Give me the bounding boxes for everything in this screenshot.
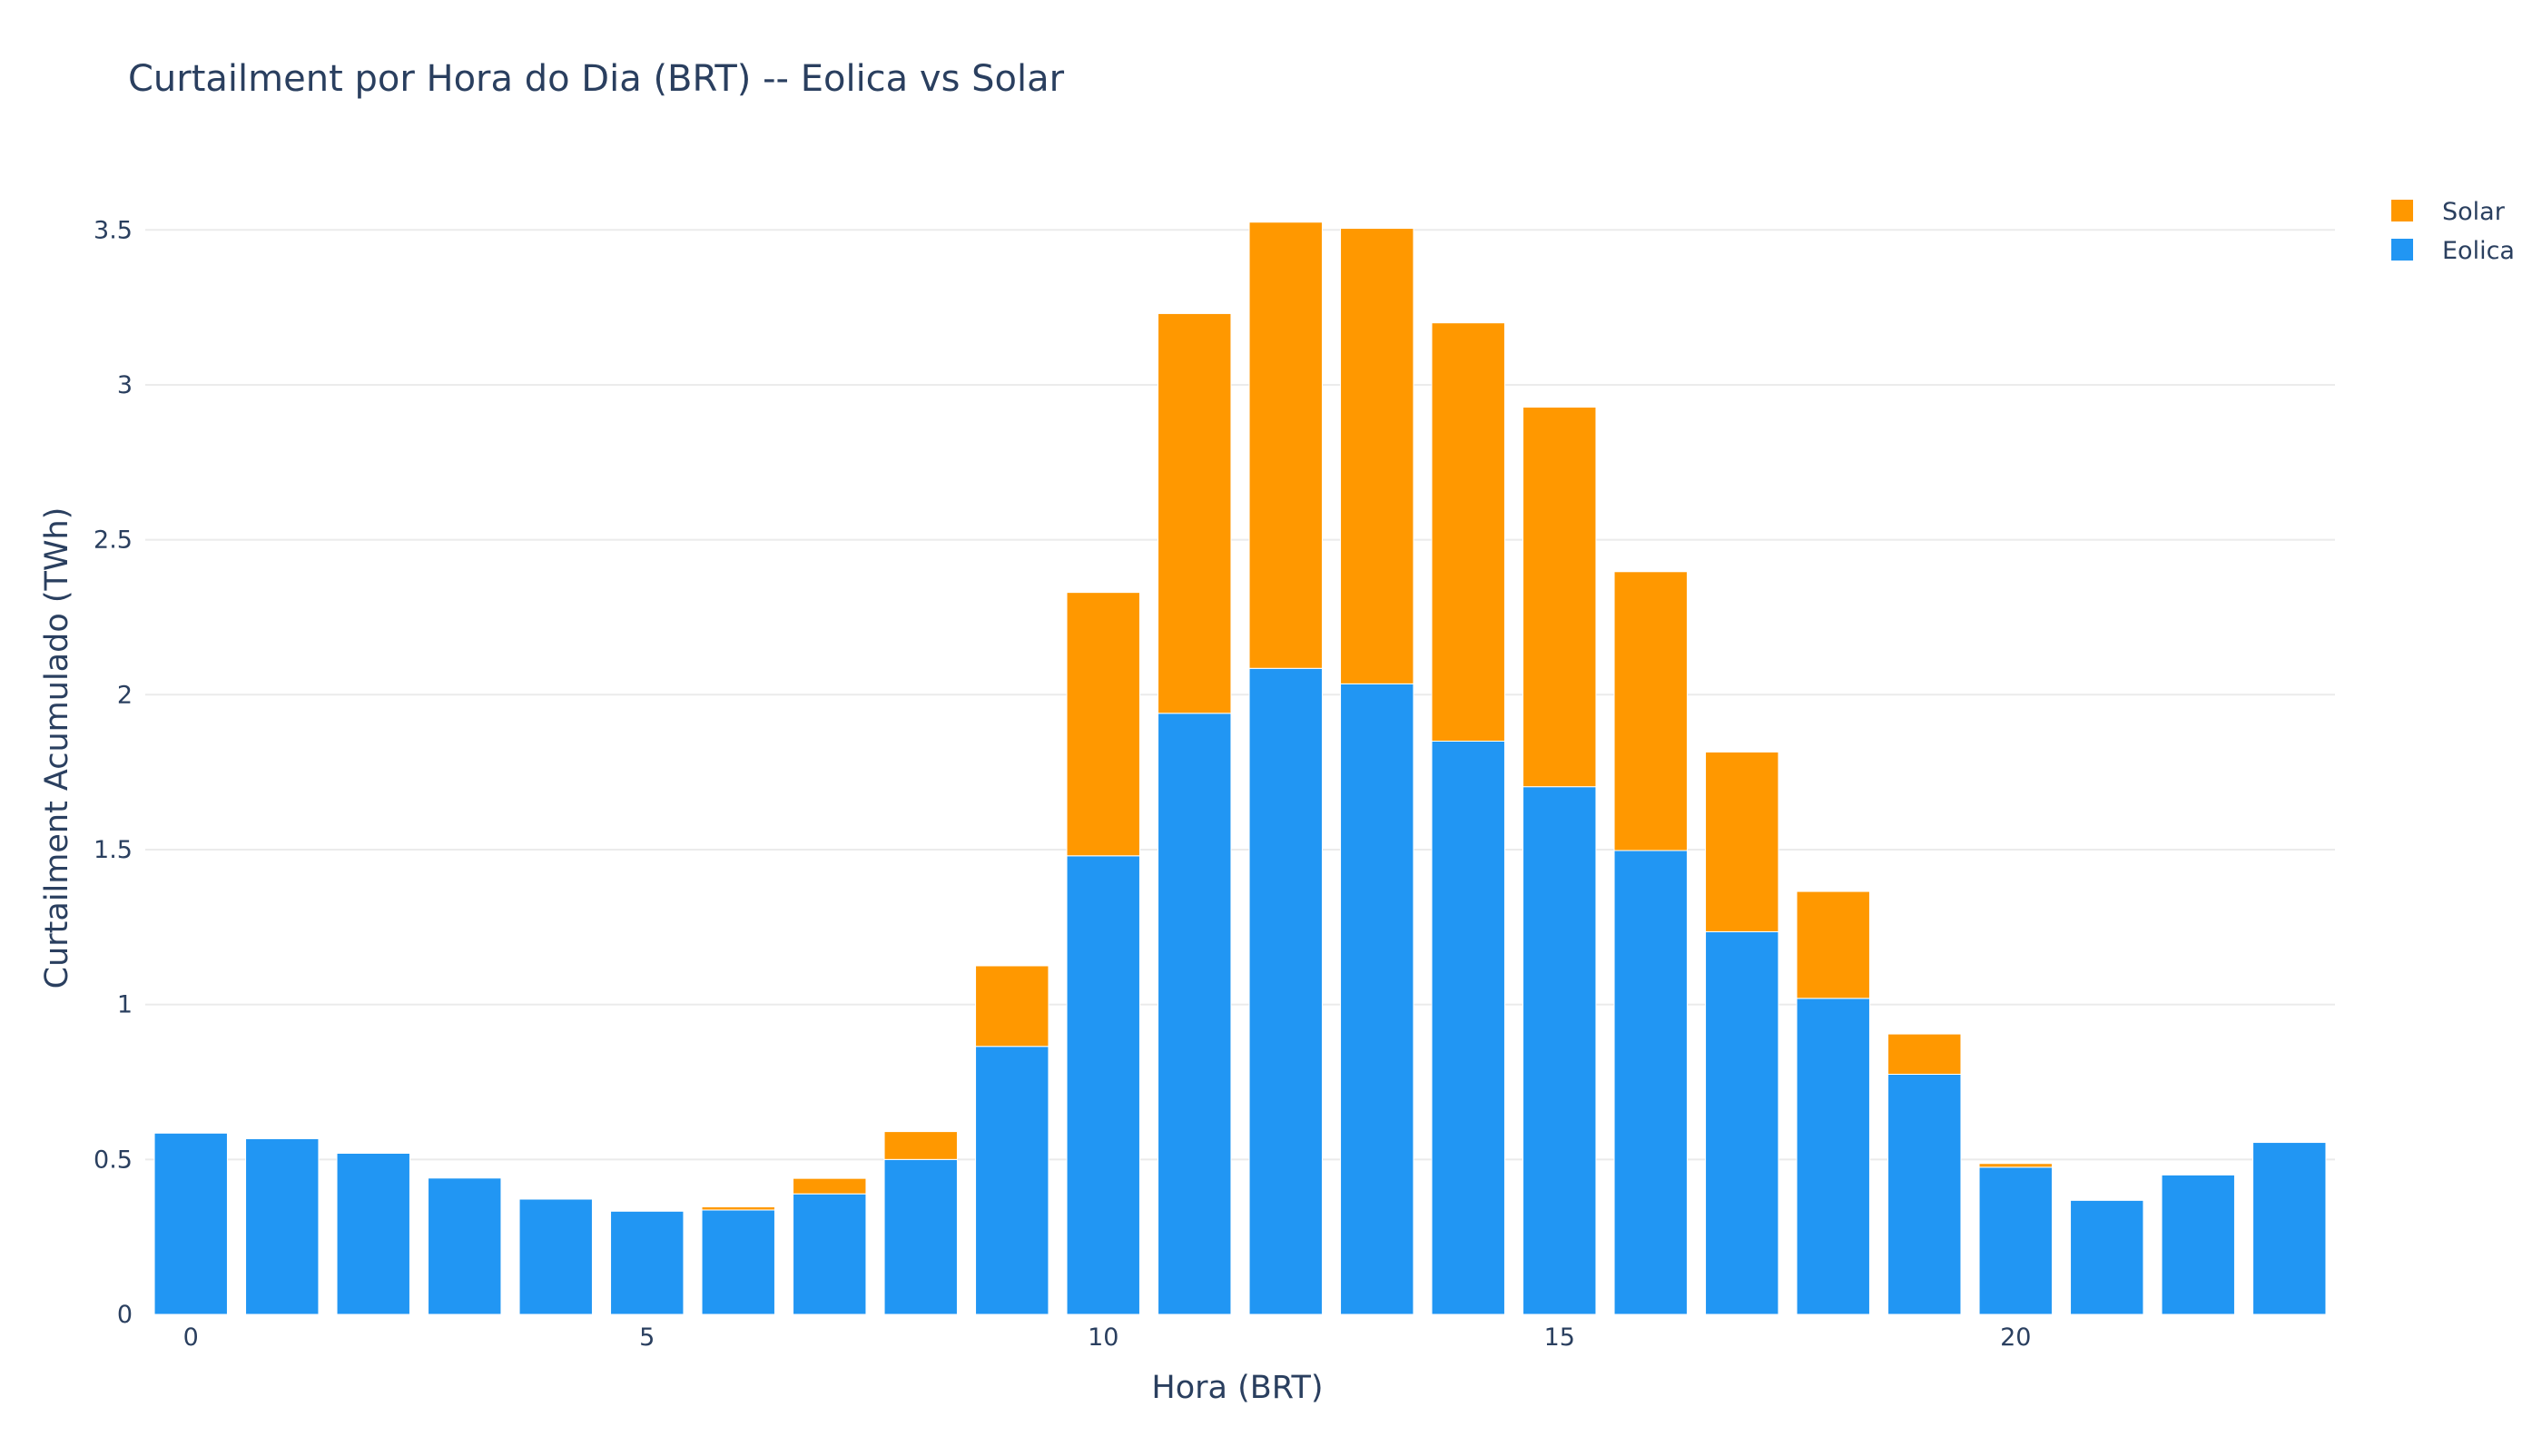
bar-eolica-hour-12[interactable] — [1248, 667, 1323, 1315]
bar-solar-hour-7[interactable] — [793, 1177, 867, 1195]
legend[interactable]: Solar Eolica — [2391, 198, 2515, 265]
x-tick-label: 10 — [1088, 1323, 1118, 1352]
bar-solar-hour-19[interactable] — [1887, 1033, 1962, 1075]
bar-solar-hour-20[interactable] — [1978, 1163, 2053, 1168]
bar-solar-hour-10[interactable] — [1066, 592, 1140, 857]
bar-solar-hour-15[interactable] — [1522, 407, 1597, 788]
y-axis-ticks: 0 0.5 1 1.5 2 2.5 3 3.5 — [94, 216, 133, 1329]
series-solar — [701, 221, 2053, 1211]
x-tick-label: 15 — [1544, 1323, 1575, 1352]
bar-solar-hour-17[interactable] — [1705, 751, 1779, 932]
bar-eolica-hour-3[interactable] — [428, 1177, 502, 1315]
legend-label: Eolica — [2442, 237, 2515, 265]
bar-eolica-hour-7[interactable] — [793, 1193, 867, 1315]
y-tick-label: 3 — [117, 371, 133, 399]
bar-eolica-hour-6[interactable] — [701, 1209, 775, 1315]
y-tick-label: 0 — [117, 1301, 133, 1329]
bars — [153, 221, 2327, 1315]
bar-eolica-hour-23[interactable] — [2252, 1142, 2327, 1315]
bar-solar-hour-6[interactable] — [701, 1206, 775, 1211]
bar-eolica-hour-20[interactable] — [1978, 1166, 2053, 1315]
chart-title: Curtailment por Hora do Dia (BRT) -- Eol… — [128, 58, 1065, 100]
series-eolica — [153, 667, 2327, 1315]
x-tick-label: 5 — [639, 1323, 655, 1352]
bar-solar-hour-14[interactable] — [1431, 322, 1505, 742]
y-tick-label: 1 — [117, 991, 133, 1019]
x-tick-label: 20 — [2000, 1323, 2031, 1352]
y-tick-label: 3.5 — [94, 216, 133, 244]
bar-eolica-hour-22[interactable] — [2161, 1174, 2235, 1315]
bar-solar-hour-16[interactable] — [1613, 571, 1688, 851]
bar-eolica-hour-10[interactable] — [1066, 855, 1140, 1315]
bar-eolica-hour-4[interactable] — [518, 1198, 593, 1315]
bar-solar-hour-18[interactable] — [1796, 890, 1870, 999]
bar-solar-hour-9[interactable] — [975, 965, 1049, 1048]
bar-eolica-hour-13[interactable] — [1340, 683, 1414, 1315]
legend-item-eolica[interactable]: Eolica — [2391, 237, 2515, 265]
bar-eolica-hour-18[interactable] — [1796, 998, 1870, 1315]
bar-eolica-hour-19[interactable] — [1887, 1073, 1962, 1315]
bar-solar-hour-8[interactable] — [883, 1131, 958, 1160]
y-tick-label: 2.5 — [94, 526, 133, 555]
axes: 0 0.5 1 1.5 2 2.5 3 3.5 0 5 10 15 20 — [94, 216, 2031, 1352]
bar-eolica-hour-2[interactable] — [336, 1152, 410, 1315]
legend-item-solar[interactable]: Solar — [2391, 198, 2506, 226]
y-tick-label: 2 — [117, 681, 133, 709]
legend-swatch — [2391, 239, 2413, 261]
bar-eolica-hour-1[interactable] — [245, 1137, 320, 1315]
bar-solar-hour-11[interactable] — [1158, 312, 1232, 714]
bar-eolica-hour-5[interactable] — [610, 1210, 685, 1315]
legend-label: Solar — [2442, 198, 2506, 226]
bar-solar-hour-13[interactable] — [1340, 228, 1414, 684]
bar-solar-hour-12[interactable] — [1248, 221, 1323, 669]
legend-swatch — [2391, 200, 2413, 221]
bar-eolica-hour-14[interactable] — [1431, 741, 1505, 1315]
bar-eolica-hour-11[interactable] — [1158, 713, 1232, 1315]
bar-eolica-hour-16[interactable] — [1613, 850, 1688, 1315]
bar-eolica-hour-17[interactable] — [1705, 930, 1779, 1315]
x-axis-title: Hora (BRT) — [1151, 1370, 1323, 1406]
y-tick-label: 0.5 — [94, 1146, 133, 1174]
bar-eolica-hour-15[interactable] — [1522, 786, 1597, 1315]
y-tick-label: 1.5 — [94, 836, 133, 864]
bar-eolica-hour-0[interactable] — [153, 1132, 228, 1315]
y-axis-title: Curtailment Acumulado (TWh) — [39, 507, 75, 989]
bar-eolica-hour-9[interactable] — [975, 1046, 1049, 1315]
bar-eolica-hour-8[interactable] — [883, 1158, 958, 1315]
bar-eolica-hour-21[interactable] — [2070, 1199, 2144, 1315]
gridlines — [145, 229, 2335, 1161]
x-tick-label: 0 — [183, 1323, 199, 1352]
x-axis-ticks: 0 5 10 15 20 — [183, 1323, 2032, 1352]
